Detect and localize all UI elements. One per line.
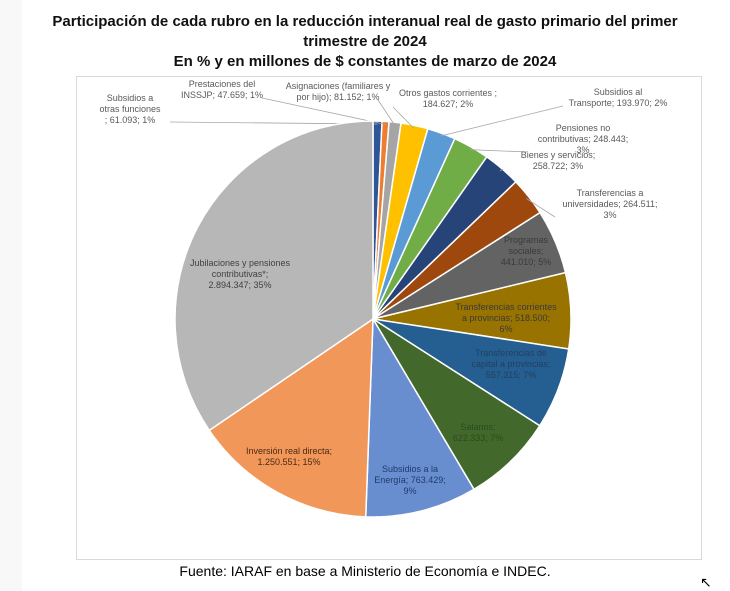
slice-label-13: Subsidios a la Energía; 763.429; 9% (374, 464, 446, 496)
slice-label-12: Salarios; 622.333; 7% (453, 422, 504, 443)
chart-title-line-3: En % y en millones de $ constantes de ma… (173, 53, 557, 70)
background-sidebar-ghost (0, 0, 22, 591)
slice-label-11: Transferencias de capital a provincias; 55… (471, 348, 550, 380)
slice-label-2: Prestaciones del INSSJP; 47.659; 1% (181, 79, 263, 100)
slice-label-15: Jubilaciones y pensiones contributivas*; 2… (190, 258, 291, 290)
leader-line-7 (499, 168, 504, 172)
slice-label-6: Pensiones no contributivas; 248.443; 3% (538, 123, 629, 155)
mouse-cursor-icon: ↖ (700, 574, 712, 590)
leader-line-6 (469, 149, 529, 153)
slice-label-10: Transferencias corrientes a provincias; 5… (455, 302, 557, 334)
pie-slice-13 (364, 316, 476, 518)
slice-label-3: Asignaciones (familiares y por hijo); 81.… (286, 81, 391, 102)
chart-title-line-1: Participación de cada rubro en la reducc… (52, 13, 678, 30)
slice-label-1: Subsidios a otras funciones; 61.093; 1% (99, 93, 161, 125)
leader-line-3 (377, 99, 396, 126)
slice-label-5: Subsidios al Transporte; 193.970; 2% (569, 87, 668, 108)
slice-label-4: Otros gastos corrientes ; 184.627; 2% (399, 88, 497, 109)
leader-line-8 (526, 198, 556, 218)
slice-label-7: Bienes y servicios; 258.722; 3% (521, 150, 596, 171)
chart-title: Participación de cada rubro en la reducc… (20, 12, 710, 72)
slice-label-9: Programas sociales; 441.010; 5% (501, 235, 552, 267)
leader-line-4 (392, 106, 415, 129)
slice-label-14: Inversión real directa; 1.250.551; 15% (246, 446, 332, 467)
slice-label-8: Transferencias a universidades; 264.511; 3… (563, 188, 658, 220)
pie-slice-15 (174, 120, 374, 432)
source-note: Fuente: IARAF en base a Ministerio de Ec… (179, 563, 551, 579)
pie-slice-14 (208, 317, 374, 518)
leader-line-2 (261, 97, 386, 125)
leader-line-5 (440, 105, 564, 137)
chart-title-line-2: trimestre de 2024 (303, 33, 427, 50)
